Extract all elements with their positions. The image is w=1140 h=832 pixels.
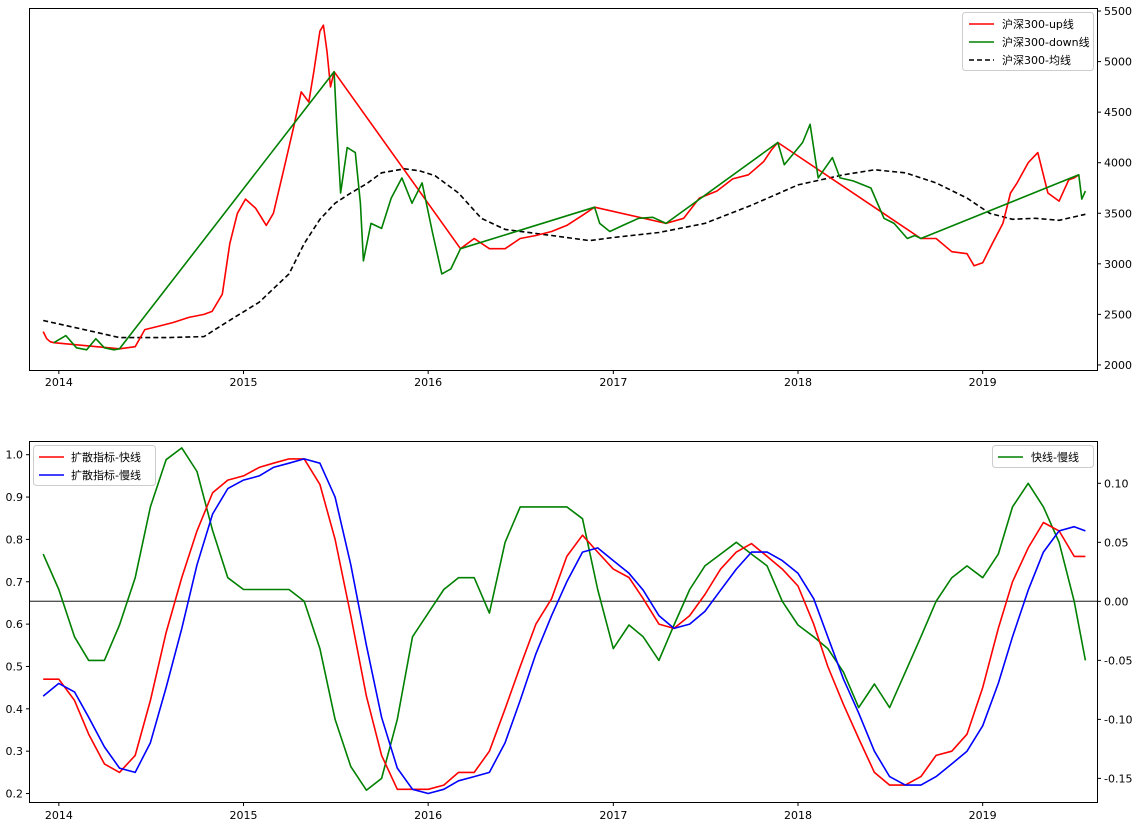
y-tick-label: 0.3: [6, 745, 24, 758]
y2-tick-label: 0.00: [1104, 595, 1129, 608]
x-tick-label: 2014: [45, 376, 73, 389]
series-down-line: [53, 70, 1087, 351]
bottom-right-y-axis: -0.15 -0.10 -0.05 0.00 0.05 0.10: [1097, 477, 1132, 785]
legend-label-diff: 快线-慢线: [1031, 450, 1079, 464]
y2-tick-label: -0.10: [1104, 713, 1132, 726]
y-tick-label: 4500: [1104, 106, 1132, 119]
series-slow-line: [42, 458, 1086, 795]
y-tick-label: 0.6: [6, 618, 24, 631]
y2-tick-label: -0.05: [1104, 654, 1132, 667]
y-tick-label: 0.7: [6, 576, 24, 589]
top-legend: 沪深300-up线 沪深300-down线 沪深300-均线: [962, 12, 1094, 71]
bottom-left-y-axis: 0.2 0.3 0.4 0.5 0.6 0.7 0.8 0.9 1.0: [6, 449, 30, 801]
top-legend-box: [962, 12, 1094, 71]
series-mean-line: [43, 168, 1086, 339]
x-tick-label: 2015: [230, 376, 258, 389]
y-tick-label: 4000: [1104, 157, 1132, 170]
y-tick-label: 5500: [1104, 5, 1132, 18]
top-y-axis: 2000 2500 3000 3500 4000 4500 5000 5500: [1097, 5, 1132, 372]
x-tick-label: 2019: [969, 376, 997, 389]
y-tick-label: 0.2: [6, 788, 24, 801]
bottom-plot-area: [29, 441, 1098, 803]
series-fast-line: [43, 458, 1086, 791]
top-x-axis: 2014 2015 2016 2017 2018 2019: [45, 370, 997, 389]
legend-label-mean: 沪深300-均线: [1002, 53, 1071, 67]
y-tick-label: 2500: [1104, 308, 1132, 321]
x-tick-label: 2017: [599, 809, 627, 822]
x-tick-label: 2014: [45, 809, 73, 822]
x-tick-label: 2016: [414, 376, 442, 389]
y-tick-label: 0.4: [6, 703, 24, 716]
x-tick-label: 2016: [414, 809, 442, 822]
top-plot-content: [42, 24, 1087, 351]
y-tick-label: 1.0: [6, 449, 24, 462]
bottom-left-legend: 扩散指标-快线 扩散指标-慢线: [33, 445, 156, 486]
y-tick-label: 2000: [1104, 359, 1132, 372]
series-up-line: [42, 24, 1080, 350]
y-tick-label: 0.5: [6, 660, 24, 673]
y-tick-label: 3000: [1104, 258, 1132, 271]
legend-label-fast: 扩散指标-快线: [71, 450, 141, 464]
y2-tick-label: 0.10: [1104, 477, 1129, 490]
x-tick-label: 2017: [599, 376, 627, 389]
bottom-x-axis: 2014 2015 2016 2017 2018 2019: [45, 802, 997, 822]
legend-label-slow: 扩散指标-慢线: [71, 468, 141, 482]
y-tick-label: 3500: [1104, 207, 1132, 220]
x-tick-label: 2019: [969, 809, 997, 822]
bottom-right-legend-box: [992, 445, 1094, 468]
y2-tick-label: 0.05: [1104, 536, 1129, 549]
bottom-right-legend: 快线-慢线: [992, 445, 1094, 468]
x-tick-label: 2018: [784, 376, 812, 389]
y-tick-label: 0.8: [6, 533, 24, 546]
series-diff-line: [42, 447, 1087, 792]
legend-label-up: 沪深300-up线: [1002, 17, 1074, 31]
x-tick-label: 2018: [784, 809, 812, 822]
y-tick-label: 5000: [1104, 56, 1132, 69]
y2-tick-label: -0.15: [1104, 772, 1132, 785]
legend-label-down: 沪深300-down线: [1002, 35, 1090, 49]
y-tick-label: 0.9: [6, 491, 24, 504]
bottom-plot-content: [30, 447, 1097, 795]
top-plot-area: [29, 8, 1098, 371]
x-tick-label: 2015: [230, 809, 258, 822]
